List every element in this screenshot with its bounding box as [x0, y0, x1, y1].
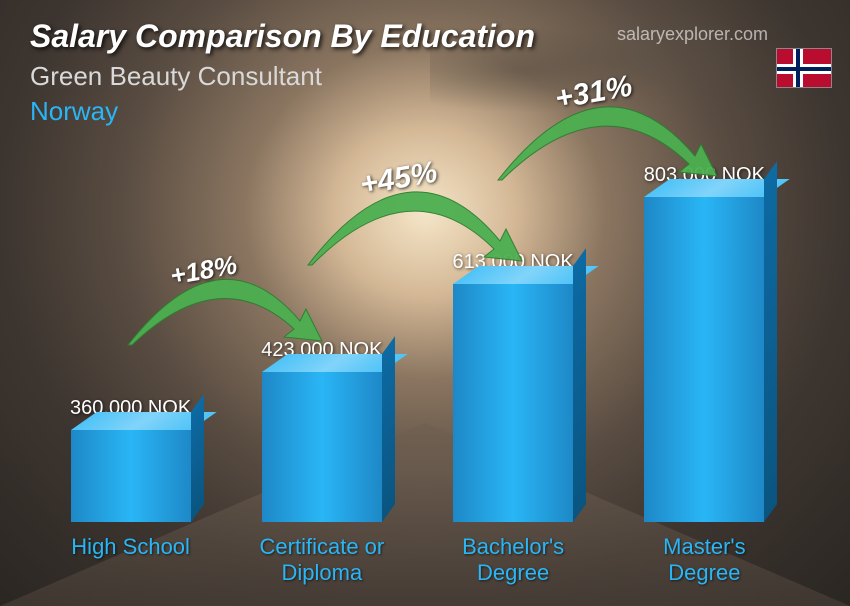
watermark: salaryexplorer.com — [617, 24, 768, 45]
bar-group: 613,000 NOKBachelor'sDegree — [423, 251, 603, 588]
bar-chart: 360,000 NOKHigh School423,000 NOKCertifi… — [35, 130, 800, 588]
country-label: Norway — [30, 96, 535, 127]
bar-side-face — [764, 161, 777, 522]
bar-front-face — [453, 284, 573, 522]
bar-group: 423,000 NOKCertificate orDiploma — [232, 339, 412, 588]
bar — [262, 372, 382, 522]
bar-side-face — [573, 248, 586, 522]
bar-front-face — [644, 197, 764, 522]
bar-side-face — [191, 394, 204, 522]
bar-front-face — [71, 430, 191, 522]
bar-side-face — [382, 336, 395, 522]
bar-group: 360,000 NOKHigh School — [41, 397, 221, 588]
subtitle: Green Beauty Consultant — [30, 61, 535, 92]
bar-category-label: High School — [71, 534, 190, 588]
bar-category-label: Bachelor'sDegree — [462, 534, 564, 588]
page-title: Salary Comparison By Education — [30, 18, 535, 55]
bar — [453, 284, 573, 522]
header: Salary Comparison By Education Green Bea… — [30, 18, 535, 127]
bar-category-label: Certificate orDiploma — [260, 534, 385, 588]
bar-front-face — [262, 372, 382, 522]
bar-group: 803,000 NOKMaster'sDegree — [614, 164, 794, 588]
norway-flag-icon — [776, 48, 832, 88]
bar-category-label: Master'sDegree — [663, 534, 745, 588]
bar — [644, 197, 764, 522]
bar — [71, 430, 191, 522]
